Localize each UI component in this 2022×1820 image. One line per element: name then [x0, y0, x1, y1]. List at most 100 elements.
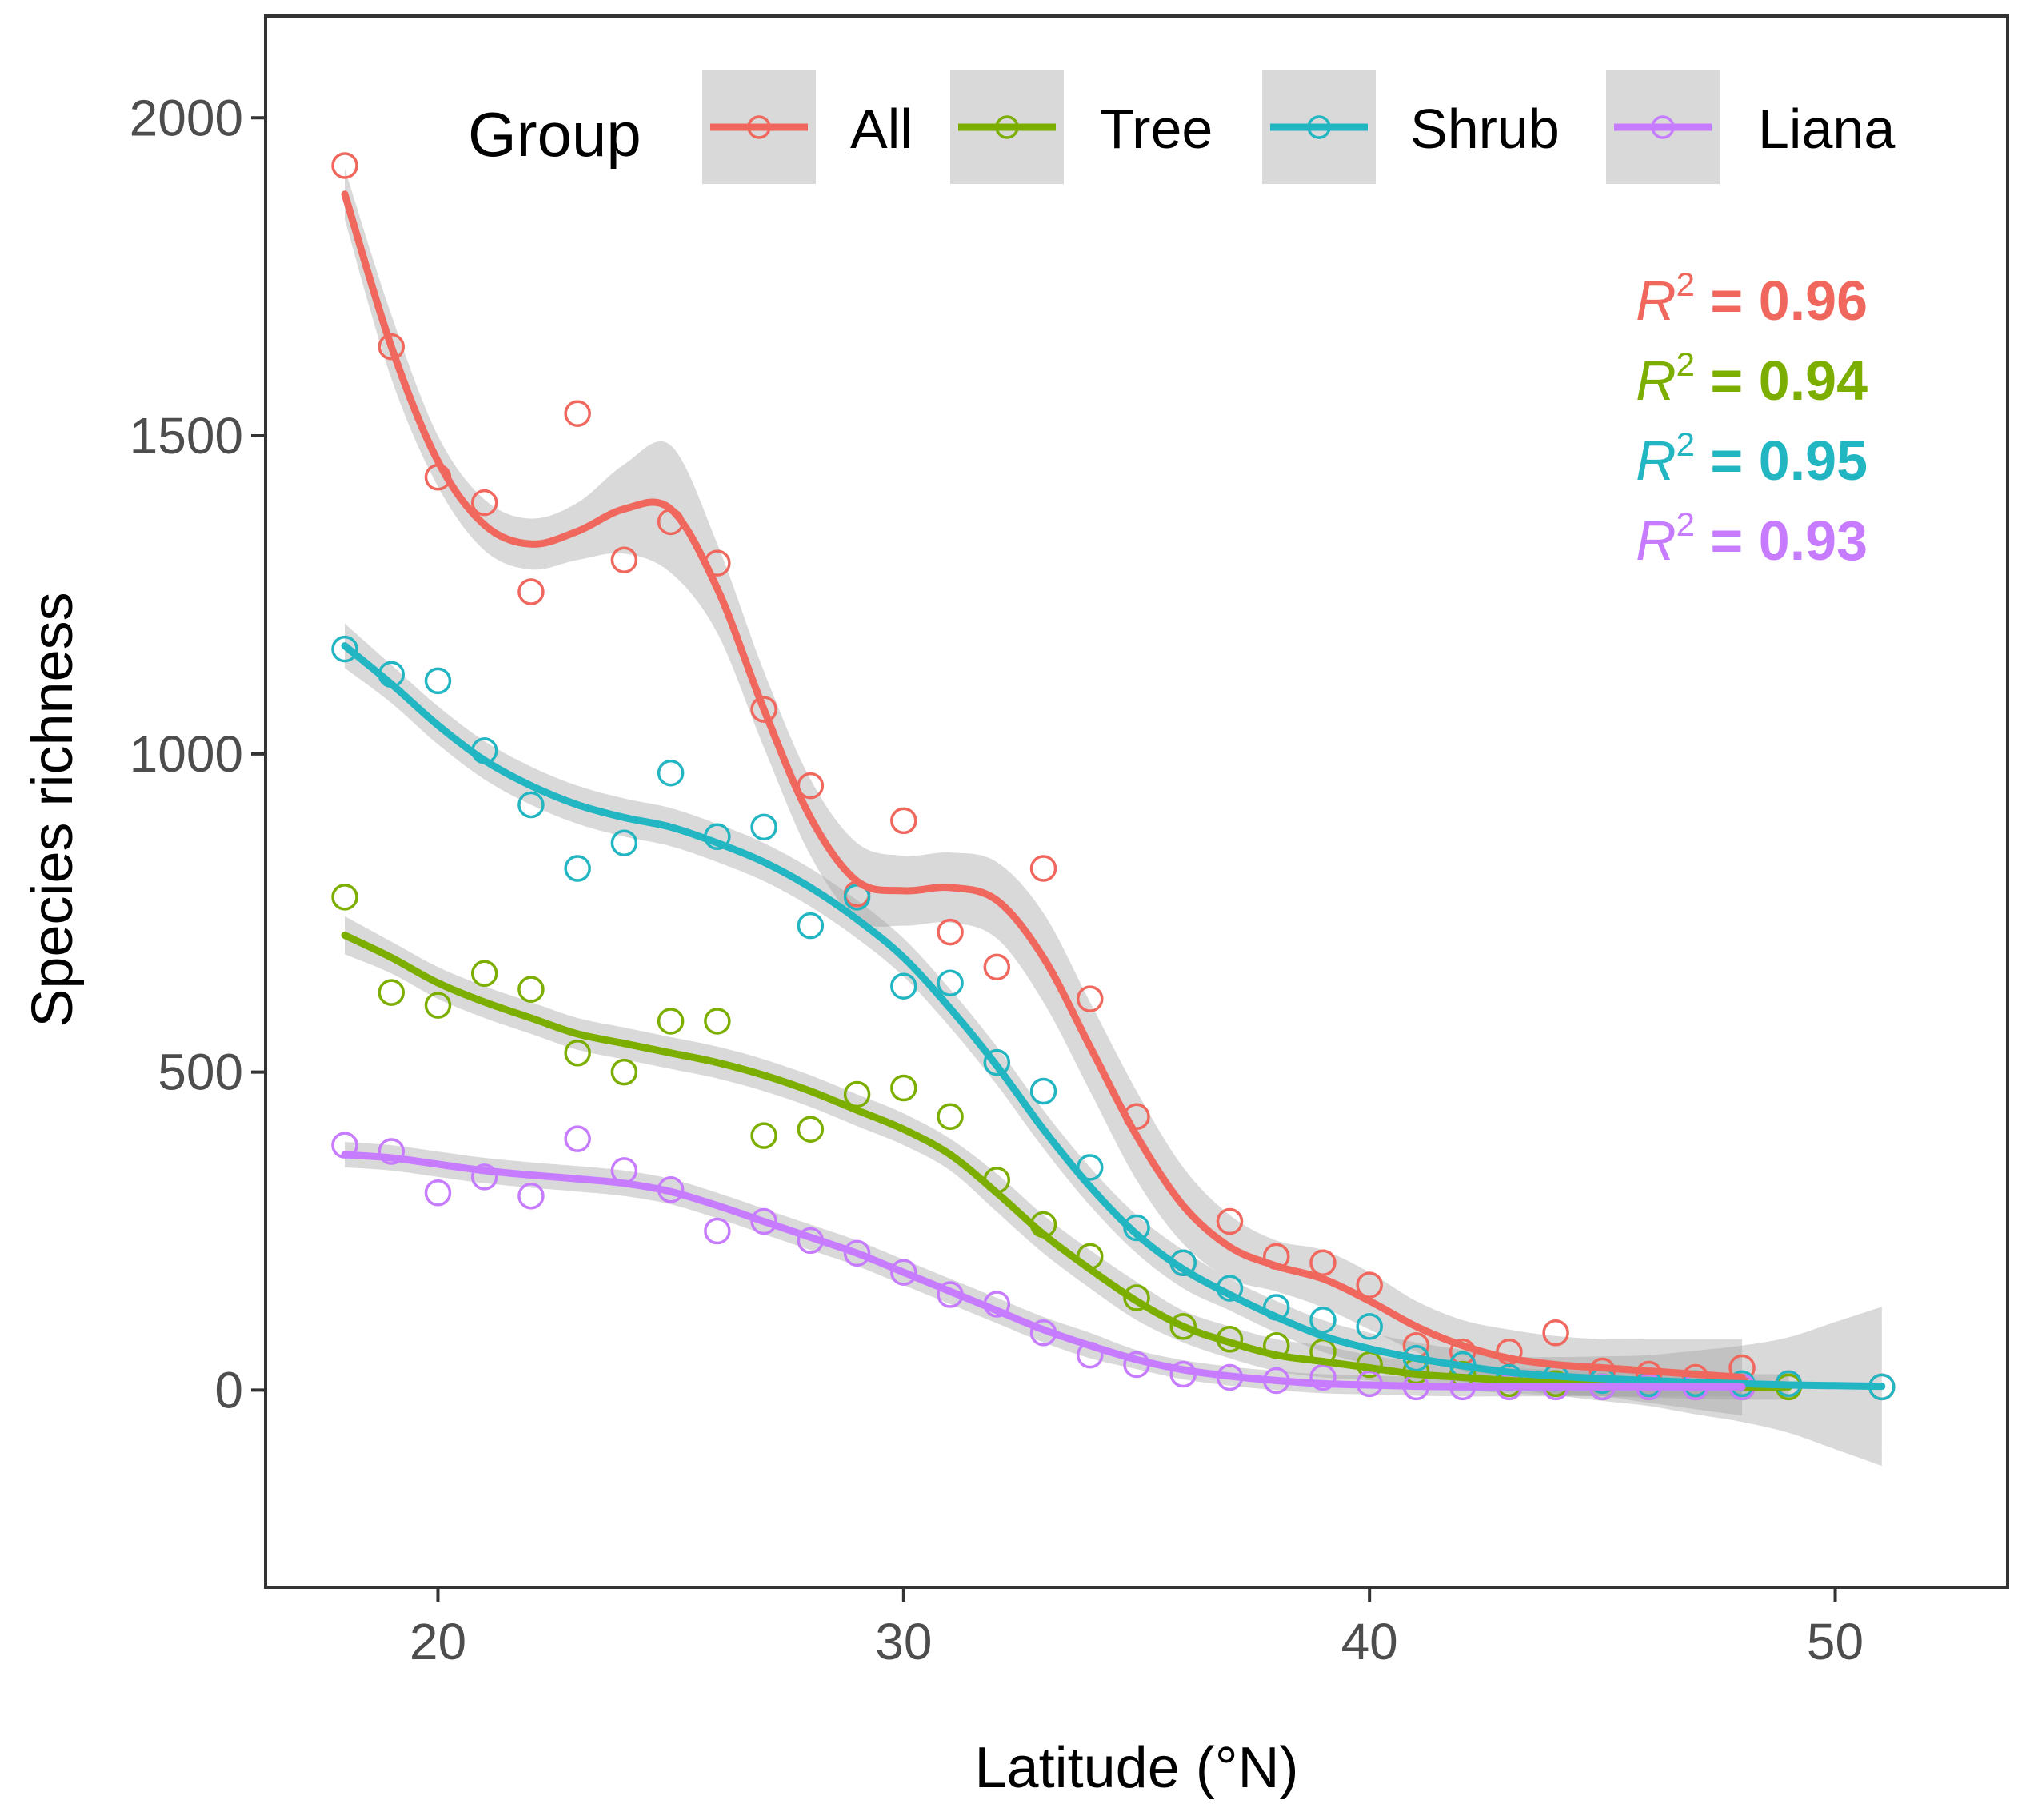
all-data-point	[378, 333, 405, 361]
all-data-point	[610, 546, 638, 573]
shrub-data-point	[1309, 1307, 1337, 1334]
y-tick-label: 0	[214, 1361, 243, 1419]
legend-label-liana: Liana	[1758, 98, 1895, 160]
all-data-point	[1309, 1249, 1337, 1277]
tree-data-point	[564, 1039, 591, 1067]
r-squared-tree: R2 = 0.94	[1636, 345, 1868, 412]
all-data-point	[1029, 855, 1057, 882]
tree-data-point	[331, 884, 358, 911]
tree-data-point	[890, 1074, 917, 1102]
liana-data-point	[424, 1179, 452, 1207]
liana-data-point	[470, 1163, 498, 1191]
legend-title: Group	[468, 99, 641, 170]
all-data-point	[470, 489, 498, 517]
liana-data-point	[890, 1259, 917, 1286]
r-squared-exponent: 2	[1676, 425, 1695, 463]
x-tick-label: 30	[875, 1613, 932, 1670]
liana-confidence-band	[345, 1142, 1743, 1397]
r-squared-value: = 0.96	[1695, 269, 1868, 332]
y-axis-title: Species richness	[21, 592, 85, 1027]
liana-data-point	[1309, 1363, 1337, 1391]
tree-data-point	[657, 1008, 685, 1035]
shrub-data-point	[937, 969, 964, 996]
shrub-data-point	[424, 667, 452, 695]
x-tick-label: 20	[410, 1613, 466, 1670]
legend-label-tree: Tree	[1100, 98, 1213, 160]
r-squared-value: = 0.93	[1695, 509, 1868, 572]
all-data-point	[750, 696, 777, 723]
plot-frame	[264, 14, 2009, 1589]
legend: Group All Tree Shrub Liana	[468, 70, 1895, 184]
y-tick-label: 1500	[130, 407, 243, 465]
liana-data-point	[564, 1125, 591, 1152]
shrub-data-point	[797, 912, 825, 940]
tree-data-point	[378, 979, 405, 1006]
all-data-point	[1542, 1319, 1569, 1347]
shrub-data-point	[610, 829, 638, 856]
liana-data-point	[843, 1239, 871, 1267]
x-tick-label: 50	[1807, 1613, 1864, 1670]
r-squared-liana: R2 = 0.93	[1636, 505, 1868, 572]
tree-data-point	[470, 960, 498, 988]
shrub-data-point	[657, 759, 685, 787]
r-squared-exponent: 2	[1676, 505, 1695, 543]
shrub-data-point	[564, 855, 591, 882]
tree-data-point	[797, 1116, 825, 1143]
y-tick-label: 2000	[130, 89, 243, 146]
x-axis-title: Latitude (°N)	[975, 1736, 1299, 1800]
x-tick-label: 40	[1341, 1613, 1398, 1670]
shrub-fit-line	[341, 642, 1886, 1391]
r-squared-exponent: 2	[1676, 345, 1695, 383]
r-squared-symbol: R	[1636, 509, 1676, 572]
tree-data-point	[1123, 1284, 1150, 1311]
all-data-point	[983, 953, 1011, 981]
legend-point-all	[747, 115, 771, 139]
liana-data-point	[704, 1217, 731, 1245]
legend-point-liana	[1651, 115, 1675, 139]
all-fit-line	[341, 190, 1746, 1381]
shrub-data-point	[983, 1048, 1011, 1076]
shrub-data-point	[890, 972, 917, 1000]
r-squared-symbol: R	[1636, 269, 1676, 332]
liana-data-point	[517, 1182, 545, 1210]
legend-label-all: All	[850, 98, 913, 160]
all-data-point	[517, 578, 545, 605]
shrub-data-point	[1356, 1313, 1383, 1340]
all-data-point	[937, 918, 964, 946]
fit-lines	[341, 190, 1886, 1391]
tree-fit-line	[341, 932, 1792, 1391]
liana-data-point	[378, 1138, 405, 1165]
x-axis: 20 30 40 50	[410, 1587, 1864, 1670]
shrub-data-point	[517, 791, 545, 819]
y-tick-label: 500	[158, 1044, 243, 1101]
r-squared-value: = 0.95	[1695, 429, 1868, 492]
y-axis: 0 500 1000 1500 2000	[130, 89, 266, 1419]
all-data-point	[890, 807, 917, 835]
all-data-point	[1216, 1207, 1244, 1235]
shrub-data-point	[1029, 1077, 1057, 1105]
all-data-point	[1077, 985, 1104, 1012]
liana-data-point	[750, 1207, 777, 1235]
shrub-data-point	[331, 635, 358, 663]
r-squared-value: = 0.94	[1695, 349, 1868, 412]
shrub-data-point	[750, 813, 777, 841]
r-squared-symbol: R	[1636, 429, 1676, 492]
r-squared-symbol: R	[1636, 349, 1676, 412]
legend-point-shrub	[1307, 115, 1331, 139]
r-squared-shrub: R2 = 0.95	[1636, 425, 1868, 492]
tree-data-point	[517, 976, 545, 1003]
legend-point-tree	[995, 115, 1019, 139]
r-squared-all: R2 = 0.96	[1636, 265, 1868, 332]
data-points	[331, 152, 1896, 1401]
r-squared-exponent: 2	[1676, 265, 1695, 303]
tree-data-point	[937, 1103, 964, 1131]
legend-label-shrub: Shrub	[1410, 98, 1560, 160]
liana-fit-line	[341, 1151, 1746, 1391]
tree-data-point	[750, 1122, 777, 1149]
all-data-point	[564, 400, 591, 427]
y-tick-label: 1000	[130, 725, 243, 783]
tree-data-point	[610, 1058, 638, 1086]
tree-data-point	[424, 992, 452, 1019]
